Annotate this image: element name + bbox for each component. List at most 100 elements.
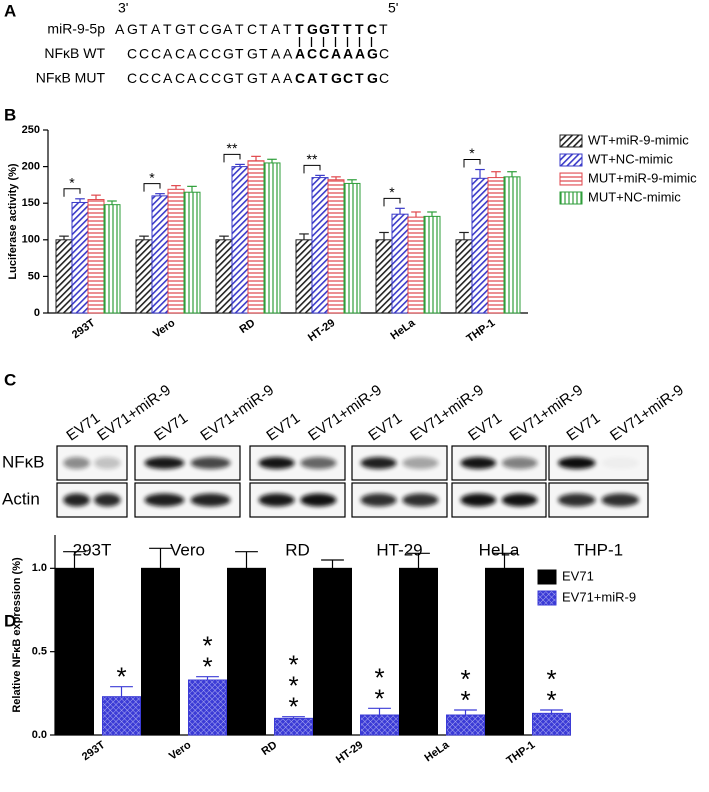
- sequence-part: CCCACACCGTGTAA: [127, 45, 293, 61]
- band: [501, 493, 538, 507]
- band: [144, 457, 185, 469]
- bar: [215, 239, 233, 314]
- y-tick-label: 0.5: [32, 646, 47, 658]
- sequence-part: TGGTTTC: [295, 21, 377, 37]
- bar: [135, 239, 153, 314]
- x-tick-label: Vero: [151, 317, 178, 341]
- x-tick-label: RD: [259, 739, 279, 758]
- sequence-part: T: [379, 21, 388, 37]
- significance: **: [365, 662, 395, 704]
- legend-label: EV71+miR-9: [562, 589, 636, 604]
- significance-bracket: [223, 153, 241, 163]
- x-tick-label: 293T: [70, 317, 98, 341]
- bar: [423, 215, 441, 314]
- band: [94, 493, 121, 507]
- cell-line-label: Vero: [170, 540, 205, 559]
- y-tick-label: 200: [22, 161, 40, 173]
- band: [402, 457, 439, 469]
- lane-label: EV71: [465, 410, 505, 445]
- bar: [503, 176, 521, 314]
- cell-line-label: HT-29: [376, 540, 422, 559]
- strand-end: 5': [388, 0, 398, 16]
- y-axis-label: Luciferase activity (%): [7, 163, 19, 279]
- sequence: AGTATGTCGATCTAT TGGTTTC T: [115, 21, 388, 37]
- bar: [274, 717, 313, 736]
- bar: [399, 567, 438, 736]
- cell-line-label: HeLa: [479, 540, 520, 559]
- significance: ***: [279, 650, 309, 713]
- significance-bracket: [383, 197, 401, 207]
- sequence-part: C: [379, 45, 389, 61]
- sequence-part: AGTATGTCGATCTAT: [115, 21, 292, 37]
- x-tick-label: THP-1: [504, 739, 537, 767]
- sequence: CCCACACCGTGTAA CATGCTGC: [127, 70, 389, 86]
- bar: [103, 204, 121, 314]
- bar: [188, 679, 227, 736]
- legend-label: WT+NC-mimic: [588, 151, 673, 166]
- row-label: NFκB WT: [44, 45, 105, 61]
- bar: [55, 567, 94, 736]
- significance: **: [451, 664, 481, 706]
- lane-label: EV71+miR-9: [607, 382, 687, 445]
- bar: [311, 177, 329, 314]
- legend-label: MUT+NC-mimic: [588, 189, 681, 204]
- significance: *: [469, 145, 475, 161]
- bar: [263, 162, 281, 314]
- legend-swatch: [537, 569, 557, 585]
- bar: [407, 216, 425, 314]
- row-label: NFκB: [2, 452, 45, 471]
- significance-bracket: [63, 188, 81, 197]
- x-tick-label: THP-1: [464, 317, 497, 345]
- row-label: miR-9-5p: [47, 21, 105, 37]
- bar: [231, 166, 249, 314]
- legend-swatch: [559, 153, 583, 167]
- y-tick-label: 50: [28, 270, 40, 282]
- band: [63, 493, 90, 507]
- x-tick-label: HeLa: [388, 317, 418, 343]
- significance: *: [389, 184, 395, 200]
- y-tick-label: 100: [22, 234, 40, 246]
- legend-swatch: [559, 134, 583, 148]
- bar: [327, 179, 345, 314]
- band: [300, 493, 337, 507]
- bar: [487, 177, 505, 314]
- y-tick-label: 150: [22, 197, 40, 209]
- bar: [485, 567, 524, 736]
- bar: [313, 567, 352, 736]
- y-tick-label: 1.0: [32, 562, 47, 574]
- significance: **: [307, 151, 318, 167]
- band: [402, 493, 439, 507]
- row-label: Actin: [2, 489, 40, 508]
- significance: *: [149, 169, 155, 185]
- blot-box: [548, 445, 649, 481]
- x-tick-label: 293T: [80, 739, 108, 763]
- band: [601, 457, 639, 469]
- cell-line-label: 293T: [73, 540, 112, 559]
- lane-label: EV71: [151, 410, 191, 445]
- x-tick-label: HT-29: [306, 317, 337, 344]
- band: [460, 493, 497, 507]
- band: [190, 493, 231, 507]
- x-tick-label: HT-29: [334, 739, 365, 766]
- band: [460, 457, 497, 469]
- cell-line-label: THP-1: [574, 540, 623, 559]
- bar: [87, 199, 105, 314]
- bar: [71, 201, 89, 314]
- lane-label: EV71: [564, 410, 604, 445]
- significance-bracket: [463, 159, 481, 168]
- y-tick-label: 0.0: [32, 729, 47, 741]
- y-tick-label: 250: [22, 124, 40, 136]
- band: [190, 457, 231, 469]
- sequence-part: C: [379, 70, 389, 86]
- bar: [360, 714, 399, 736]
- significance-bracket: [303, 164, 321, 174]
- bar: [455, 239, 473, 314]
- band: [63, 457, 90, 469]
- lane-label: EV71: [263, 410, 303, 445]
- band: [601, 493, 640, 507]
- sequence: CCCACACCGTGTAA ACCAAAGC: [127, 45, 389, 61]
- panel-label: B: [4, 105, 16, 124]
- sequence-part: CCCACACCGTGTAA: [127, 70, 293, 86]
- panel-label: A: [4, 1, 16, 20]
